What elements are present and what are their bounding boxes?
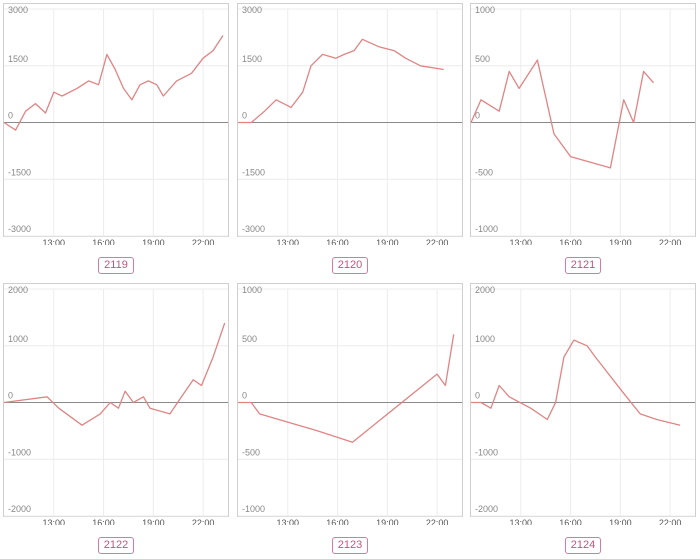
line-chart: 3000 1500 0 -1500 -3000 13:00 16:00 19:00 22:00 <box>3 5 228 245</box>
x-tick-label: 16:00 <box>559 238 582 245</box>
x-tick-label: 22:00 <box>659 238 682 245</box>
x-tick-label: 22:00 <box>426 238 449 245</box>
x-tick-label: 19:00 <box>609 518 632 525</box>
line-chart: 2000 1000 0 -1000 -2000 13:00 16:00 19:00 22:00 <box>3 285 228 525</box>
x-tick-label: 22:00 <box>192 518 215 525</box>
y-tick-label: 1000 <box>242 285 262 295</box>
chart-id-label[interactable]: 2123 <box>331 537 369 554</box>
y-tick-label: -1500 <box>8 167 31 177</box>
chart-panel-2123: 1000 500 0 -500 -1000 13:00 16:00 19:00 22:00 21… <box>234 280 463 556</box>
y-tick-label: -2000 <box>475 504 498 514</box>
x-tick-label: 16:00 <box>92 518 115 525</box>
x-tick-label: 16:00 <box>326 238 349 245</box>
y-tick-label: 1000 <box>8 334 28 344</box>
x-tick-label: 19:00 <box>142 238 165 245</box>
plot-frame <box>237 283 463 517</box>
y-tick-label: 2000 <box>8 285 28 295</box>
y-tick-label: 0 <box>475 111 480 121</box>
y-tick-label: 0 <box>8 111 13 121</box>
series-line <box>3 35 224 131</box>
chart-panel-2119: 3000 1500 0 -1500 -3000 13:00 16:00 19:00 22:00 … <box>0 0 229 276</box>
x-tick-label: 13:00 <box>510 238 533 245</box>
chart-id-label[interactable]: 2122 <box>97 537 135 554</box>
chart-id-label[interactable]: 2120 <box>331 257 369 274</box>
x-tick-label: 19:00 <box>376 238 399 245</box>
plot-frame <box>237 3 463 237</box>
y-tick-label: 0 <box>475 391 480 401</box>
x-tick-label: 13:00 <box>277 518 300 525</box>
line-chart: 1000 500 0 -500 -1000 13:00 16:00 19:00 22:00 <box>238 285 462 525</box>
y-tick-label: -1000 <box>8 447 31 457</box>
y-tick-label: -1000 <box>475 447 498 457</box>
x-tick-label: 13:00 <box>510 518 533 525</box>
series-line <box>238 334 455 443</box>
x-tick-label: 16:00 <box>326 518 349 525</box>
x-tick-label: 13:00 <box>43 238 66 245</box>
line-chart: 1000 500 0 -500 -1000 13:00 16:00 19:00 22:00 <box>470 5 695 245</box>
x-tick-label: 19:00 <box>376 518 399 525</box>
y-tick-label: 3000 <box>242 5 262 15</box>
plot-frame <box>3 3 229 237</box>
y-tick-label: -3000 <box>242 224 265 234</box>
x-tick-label: 19:00 <box>142 518 165 525</box>
y-tick-label: 500 <box>242 334 257 344</box>
chart-panel-2122: 2000 1000 0 -1000 -2000 13:00 16:00 19:00 22:00 … <box>0 280 229 556</box>
y-tick-label: 1500 <box>242 54 262 64</box>
series-line <box>3 322 226 426</box>
y-tick-label: 0 <box>242 111 247 121</box>
y-tick-label: 3000 <box>8 5 28 15</box>
plot-frame <box>470 283 696 517</box>
chart-panel-2121: 1000 500 0 -500 -1000 13:00 16:00 19:00 22:00 21… <box>467 0 696 276</box>
y-tick-label: -3000 <box>8 224 31 234</box>
y-tick-label: 1000 <box>475 334 495 344</box>
y-tick-label: 2000 <box>475 285 495 295</box>
chart-id-label[interactable]: 2121 <box>564 257 602 274</box>
x-tick-label: 22:00 <box>659 518 682 525</box>
chart-panel-2124: 2000 1000 0 -1000 -2000 13:00 16:00 19:00 22:00 … <box>467 280 696 556</box>
y-tick-label: 0 <box>242 391 247 401</box>
chart-id-label[interactable]: 2124 <box>564 537 602 554</box>
y-tick-label: 1500 <box>8 54 28 64</box>
line-chart: 2000 1000 0 -1000 -2000 13:00 16:00 19:00 22:00 <box>471 285 695 525</box>
x-tick-label: 13:00 <box>43 518 66 525</box>
y-tick-label: 0 <box>8 391 13 401</box>
y-tick-label: -1500 <box>242 167 265 177</box>
y-tick-label: 500 <box>475 54 490 64</box>
x-tick-label: 16:00 <box>559 518 582 525</box>
plot-frame <box>3 283 229 517</box>
y-tick-label: -2000 <box>8 504 31 514</box>
y-tick-label: -1000 <box>475 224 498 234</box>
series-line <box>470 59 654 169</box>
chart-id-label[interactable]: 2119 <box>98 257 134 274</box>
x-tick-label: 22:00 <box>426 518 449 525</box>
y-tick-label: -1000 <box>242 504 265 514</box>
x-tick-label: 22:00 <box>192 238 215 245</box>
series-line <box>238 38 444 124</box>
x-tick-label: 13:00 <box>277 238 300 245</box>
y-tick-label: -500 <box>242 447 260 457</box>
x-tick-label: 16:00 <box>92 238 115 245</box>
line-chart: 3000 1500 0 -1500 -3000 13:00 16:00 19:00 22:00 <box>238 5 462 245</box>
series-line <box>471 339 681 426</box>
y-tick-label: -500 <box>475 167 493 177</box>
chart-panel-2120: 3000 1500 0 -1500 -3000 13:00 16:00 19:00 22:00 … <box>234 0 463 276</box>
y-tick-label: 1000 <box>475 5 495 15</box>
x-tick-label: 19:00 <box>609 238 632 245</box>
